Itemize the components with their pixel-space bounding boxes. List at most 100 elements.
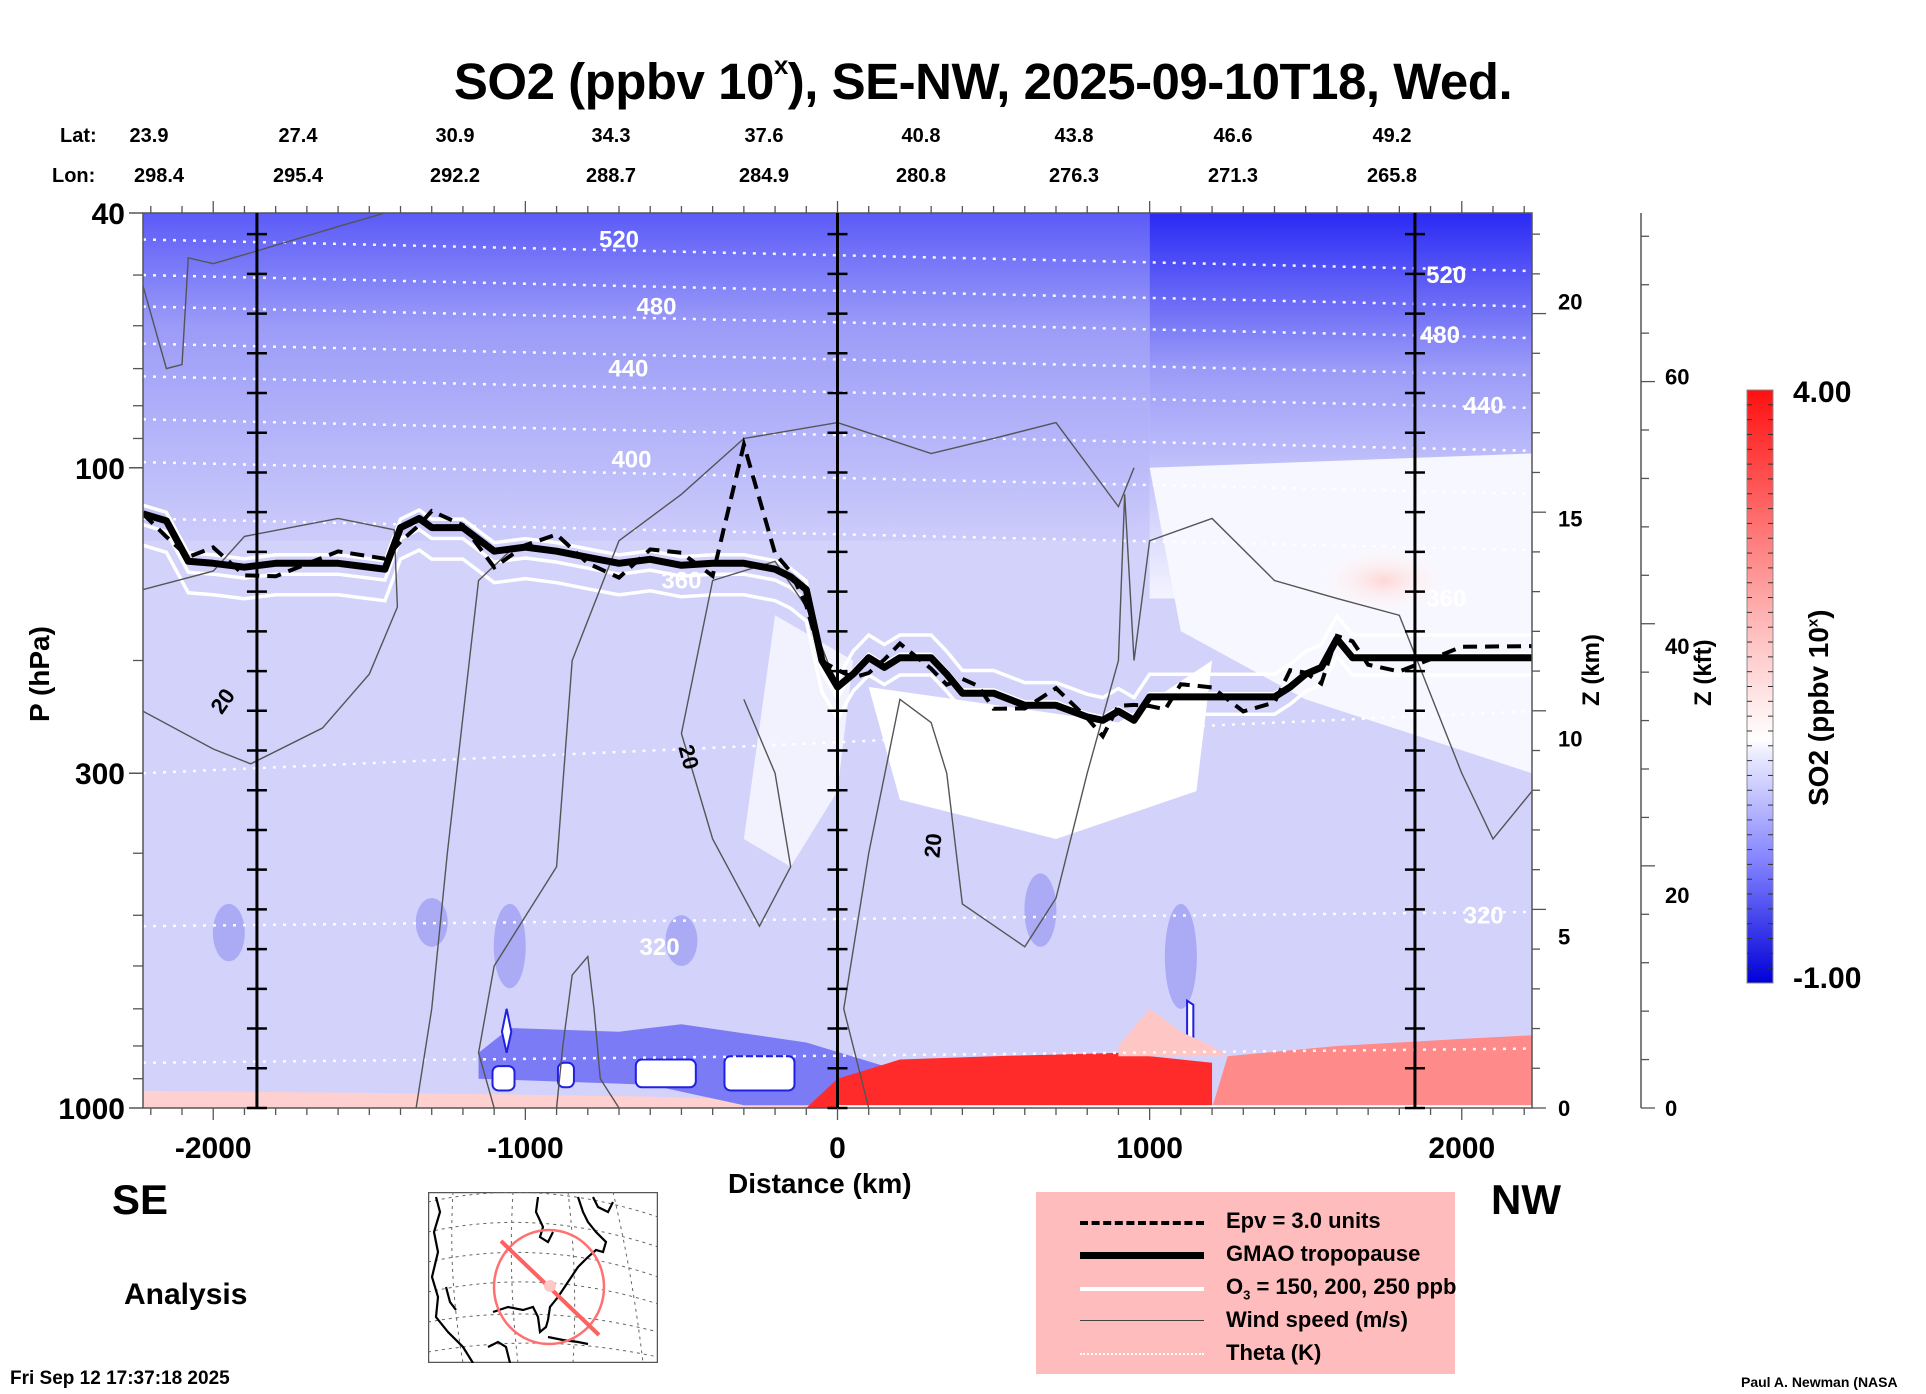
legend-item-epv: Epv = 3.0 units <box>1036 1208 1455 1236</box>
x-tick-label: 0 <box>829 1132 846 1165</box>
legend-item-theta: Theta (K) <box>1036 1340 1455 1368</box>
legend: Epv = 3.0 units GMAO tropopause O3 = 150… <box>1036 1192 1457 1374</box>
legend-dotted-sample <box>1080 1353 1204 1355</box>
legend-label-theta: Theta (K) <box>1226 1340 1322 1365</box>
theta-contour <box>143 375 1532 410</box>
lat-value: 40.8 <box>901 125 941 147</box>
lon-value: 288.7 <box>585 165 637 187</box>
surface-weak-red <box>143 1090 838 1108</box>
legend-item-ozone: O3 = 150, 200, 250 ppb <box>1036 1274 1457 1303</box>
so2-low-hole <box>556 1061 575 1089</box>
lon-value: 292.2 <box>429 165 481 187</box>
so2-low-hole <box>634 1058 697 1089</box>
z-km-tick-label: 10 <box>1558 727 1582 752</box>
legend-label-epv: Epv = 3.0 units <box>1226 1208 1381 1233</box>
white-region-right <box>1149 453 1532 774</box>
lon-value: 276.3 <box>1048 165 1100 187</box>
map-inset <box>428 1192 658 1363</box>
lon-row-label: Lon: <box>52 165 96 187</box>
theta-label: 440 <box>1464 393 1504 420</box>
theta-contour <box>143 460 1532 495</box>
lon-value: 295.4 <box>272 165 324 187</box>
theta-contour <box>143 1047 1532 1065</box>
nw-direction-label: NW <box>1491 1176 1561 1223</box>
theta-label: 520 <box>1426 262 1466 289</box>
colorbar-min-label: -1.00 <box>1793 962 1862 995</box>
z-km-tick-label: 0 <box>1558 1096 1570 1121</box>
credit: Paul A. Newman (NASA <box>1741 1374 1898 1390</box>
wind-speed-contour <box>680 560 839 928</box>
white-region-mid <box>868 660 1213 839</box>
title-suffix: ), SE-NW, 2025-09-10T18, Wed. <box>787 53 1513 110</box>
colorbar-title-main: SO2 (ppbv 10 <box>1803 627 1834 806</box>
z-kft-tick-label: 0 <box>1665 1096 1677 1121</box>
legend-white-sample <box>1080 1287 1204 1291</box>
lon-value: 280.8 <box>895 165 947 187</box>
cross-section-marker <box>492 1228 606 1346</box>
lat-value: 23.9 <box>129 125 169 147</box>
y-tick-label: 100 <box>75 453 125 486</box>
legend-thin-sample <box>1080 1320 1204 1321</box>
colorbar-title: SO2 (ppbv 10x) <box>1803 609 1835 806</box>
blue-streak <box>1024 873 1057 947</box>
wind-speed-contour <box>555 954 620 1108</box>
range-circle <box>492 1228 606 1346</box>
theta-contour <box>143 305 1532 340</box>
blue-streak <box>415 898 448 947</box>
ozone-rest: = 150, 200, 250 ppb <box>1250 1274 1457 1299</box>
wind-speed-contour <box>843 494 1532 1108</box>
theta-label: 400 <box>611 446 651 473</box>
lat-value: 43.8 <box>1054 125 1094 147</box>
theta-label: 320 <box>1464 902 1504 929</box>
timestamp: Fri Sep 12 17:37:18 2025 <box>10 1368 230 1389</box>
legend-thick-sample <box>1080 1252 1204 1259</box>
moderate-red-surface <box>1212 1035 1532 1108</box>
y-tick-label: 40 <box>92 198 125 231</box>
title-superscript: x <box>773 50 788 80</box>
pink-region-upper-right <box>1313 545 1454 616</box>
z-km-tick-label: 5 <box>1558 925 1570 950</box>
lat-value: 30.9 <box>435 125 475 147</box>
section-center <box>544 1280 556 1292</box>
y-tick-label: 1000 <box>58 1093 125 1126</box>
so2-low-hole <box>723 1055 796 1092</box>
theta-contour <box>143 517 1532 552</box>
z-kft-tick-label: 40 <box>1665 634 1689 659</box>
strong-red-surface <box>806 1052 1213 1108</box>
z-kft-tick-label: 60 <box>1665 364 1689 389</box>
theta-contour <box>143 418 1532 453</box>
ozone-sub: 3 <box>1243 1287 1251 1303</box>
x-tick-label: -2000 <box>175 1132 252 1165</box>
theta-label: 520 <box>599 227 639 254</box>
z-km-tick-label: 15 <box>1558 506 1582 531</box>
wind-speed-contour <box>143 517 399 765</box>
lon-value: 284.9 <box>738 165 790 187</box>
theta-contour <box>143 342 1532 377</box>
x-axis-title: Distance (km) <box>728 1168 912 1199</box>
lon-value: 298.4 <box>133 165 185 187</box>
theta-contour <box>143 273 1532 308</box>
gmao-tropopause <box>143 510 1532 724</box>
map-frame <box>428 1192 658 1363</box>
lon-value: 271.3 <box>1207 165 1259 187</box>
y-tick-label: 300 <box>75 758 125 791</box>
lat-value: 27.4 <box>278 125 318 147</box>
colorbar-title-suffix: ) <box>1803 609 1834 619</box>
ozone-o: O <box>1226 1274 1244 1299</box>
title-main: SO2 (ppbv 10 <box>453 53 774 110</box>
x-tick-label: 2000 <box>1428 1132 1495 1165</box>
se-direction-label: SE <box>112 1176 169 1223</box>
map-graticule <box>428 1192 658 1363</box>
blue-streak <box>1164 903 1197 1009</box>
blue-streak <box>665 915 698 966</box>
theta-label: 480 <box>1420 322 1460 349</box>
theta-label: 320 <box>640 934 680 961</box>
colorbar-title-sup: x <box>1804 618 1822 628</box>
light-red-plume <box>1118 1008 1228 1057</box>
theta-contour <box>143 238 1532 273</box>
x-tick-label: 1000 <box>1116 1132 1183 1165</box>
lat-value: 46.6 <box>1213 125 1253 147</box>
z-km-tick-label: 20 <box>1558 290 1582 315</box>
ozone-contour <box>143 543 1532 740</box>
z-kft-axis-title: Z (kft) <box>1690 639 1717 706</box>
